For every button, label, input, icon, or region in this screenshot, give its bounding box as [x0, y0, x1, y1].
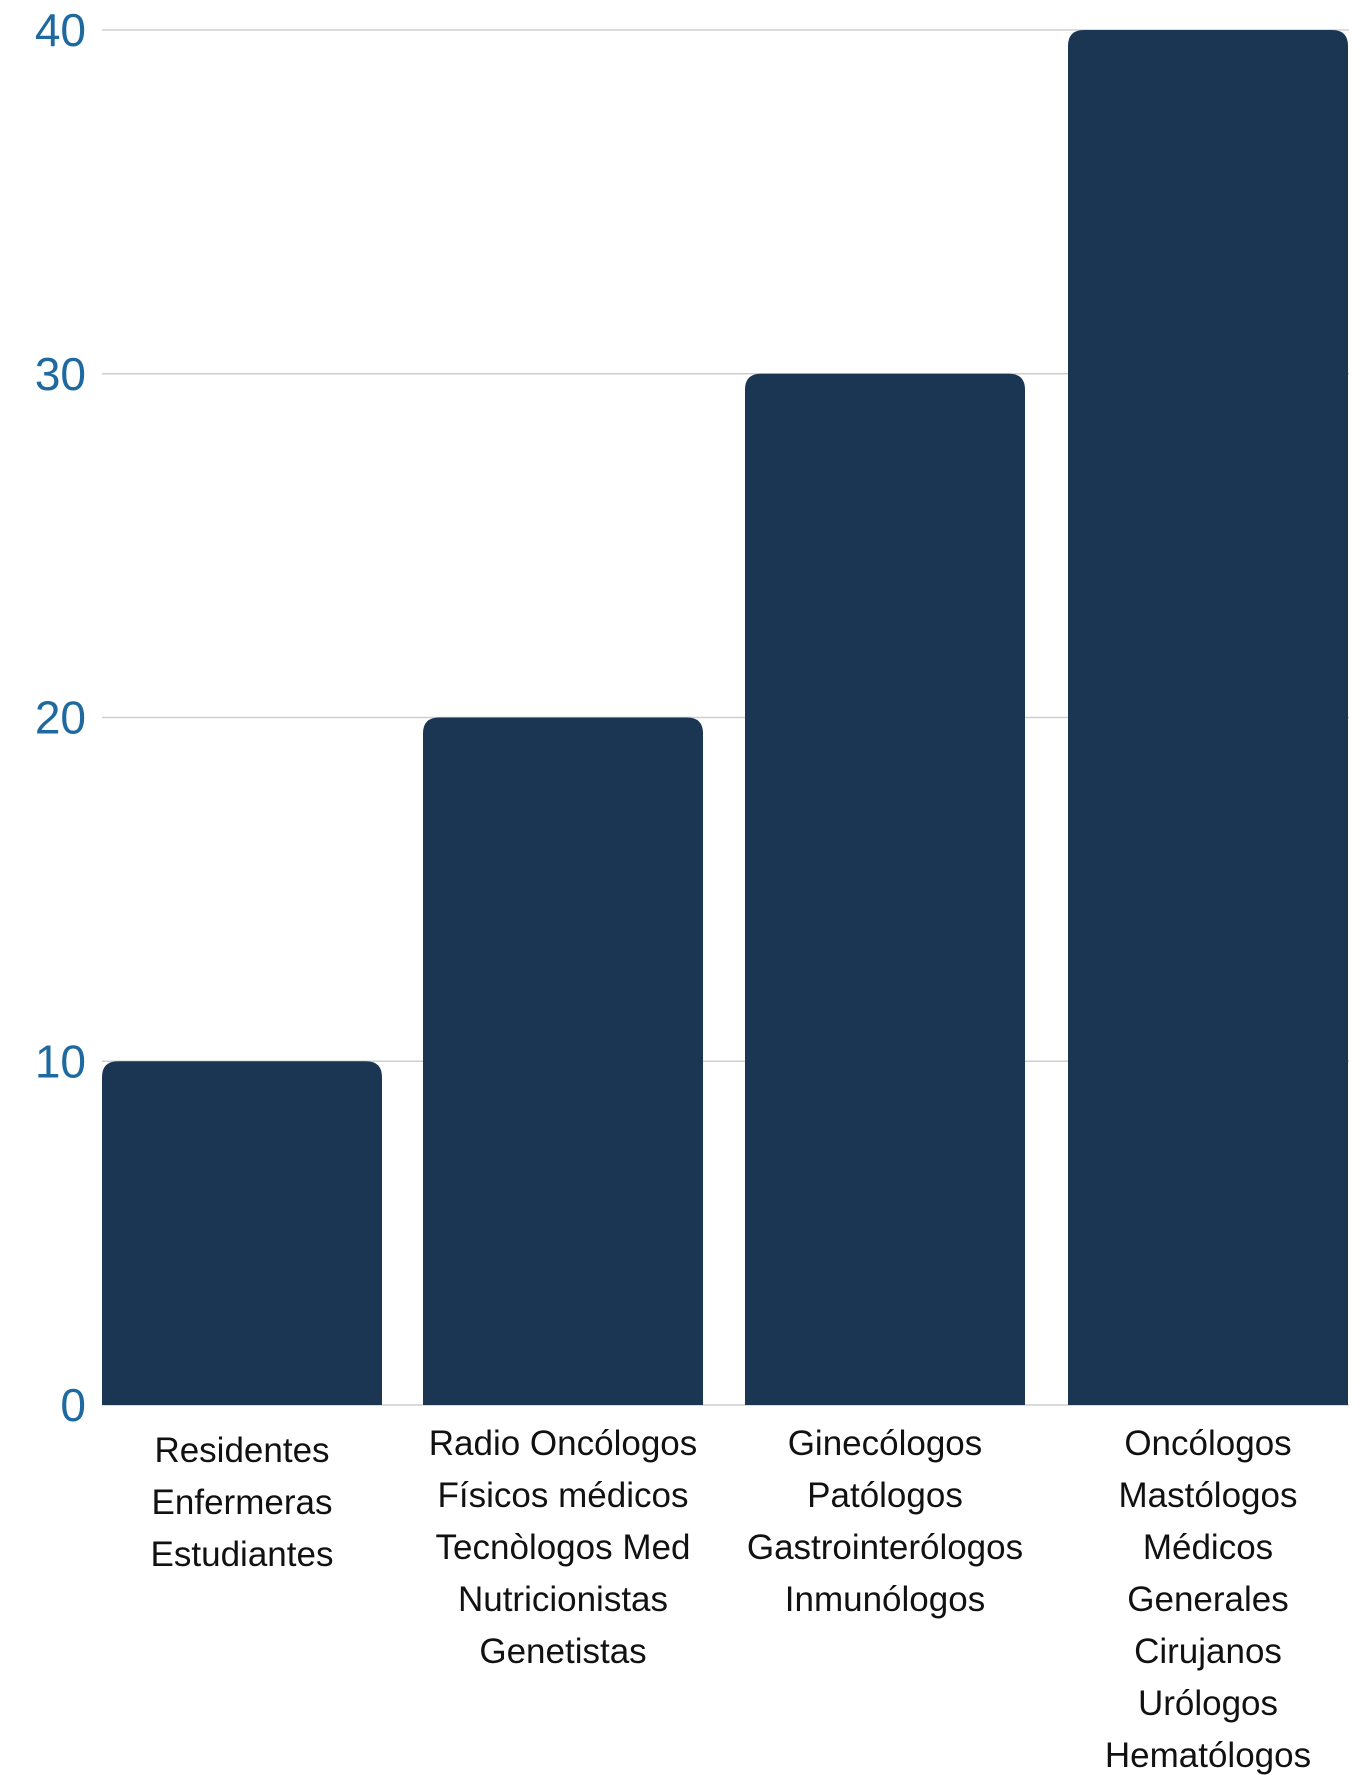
x-category-label-line: Tecnòlogos Med [436, 1528, 691, 1567]
bar-4 [1068, 30, 1348, 1405]
x-category-label-line: Urólogos [1138, 1684, 1278, 1723]
x-category-label-line: Ginecólogos [788, 1424, 983, 1463]
x-category-label-line: Estudiantes [151, 1535, 334, 1574]
x-category-label-line: Mastólogos [1119, 1476, 1298, 1515]
y-tick-label-40: 40 [35, 4, 86, 56]
x-category-label-line: Oncólogos [1124, 1424, 1291, 1463]
x-category-label-3: Ginecólogos Patólogos Gastrointerólogos Inm… [747, 1424, 1023, 1619]
x-category-label-line: Residentes [154, 1431, 329, 1470]
x-category-label-line: Hematólogos [1105, 1736, 1311, 1775]
bar-3 [745, 373, 1025, 1405]
y-axis-tick-labels: 0 10 20 30 40 [35, 4, 86, 1431]
x-category-label-4: Oncólogos Mastólogos Médicos Generales Ciruj… [1105, 1424, 1311, 1775]
y-tick-label-10: 10 [35, 1035, 86, 1087]
x-category-label-line: Enfermeras [152, 1483, 333, 1522]
x-category-label-line: Generales [1127, 1580, 1288, 1619]
x-category-label-line: Gastrointerólogos [747, 1528, 1023, 1567]
x-category-label-2: Radio Oncólogos Físicos médicos Tecnòlogos… [429, 1424, 698, 1671]
y-tick-label-0: 0 [60, 1379, 86, 1431]
bar-1 [102, 1061, 382, 1405]
x-category-label-line: Genetistas [479, 1632, 646, 1671]
y-tick-label-20: 20 [35, 692, 86, 744]
x-category-label-line: Médicos [1143, 1528, 1273, 1567]
x-category-label-line: Nutricionistas [458, 1580, 668, 1619]
bars [102, 30, 1348, 1405]
x-category-label-line: Patólogos [807, 1476, 963, 1515]
y-tick-label-30: 30 [35, 348, 86, 400]
x-category-label-line: Cirujanos [1134, 1632, 1282, 1671]
x-category-label-line: Físicos médicos [438, 1476, 689, 1515]
x-category-label-line: Radio Oncólogos [429, 1424, 698, 1463]
x-category-label-line: Inmunólogos [785, 1580, 985, 1619]
bar-2 [423, 717, 703, 1405]
x-axis-category-labels: Residentes Enfermeras Estudiantes Radio Onc… [151, 1424, 1312, 1775]
x-category-label-1: Residentes Enfermeras Estudiantes [151, 1431, 334, 1574]
